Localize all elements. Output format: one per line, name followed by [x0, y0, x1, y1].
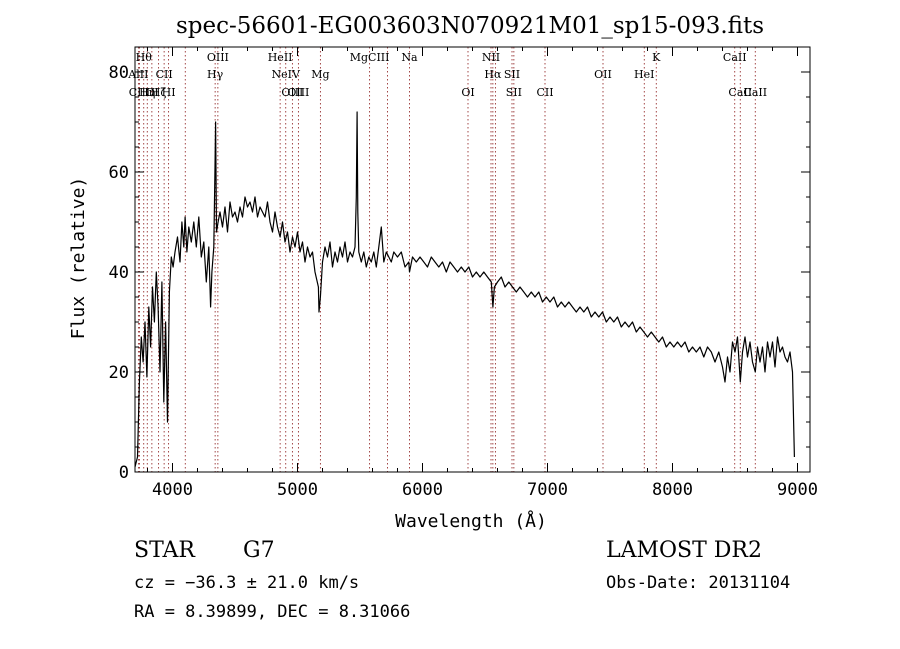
y-tick-label: 20 — [109, 363, 129, 383]
spectral-line-label: CaII — [723, 51, 747, 64]
spectral-line-label: HeI — [634, 68, 654, 81]
spectral-line-label: OI — [145, 86, 158, 99]
y-tick-label: 60 — [109, 163, 129, 183]
spectral-line-label: Hζ — [151, 86, 167, 99]
x-tick-label: 7000 — [527, 480, 568, 500]
y-axis-ticks: 0 20 40 60 80 — [109, 46, 810, 483]
spectral-line-label: OIII — [287, 86, 309, 99]
spectral-line-label: OIII — [207, 51, 229, 64]
spectral-line-guides — [137, 47, 756, 472]
spectral-line-label: NeIV — [272, 68, 301, 81]
x-tick-label: 5000 — [277, 480, 318, 500]
x-tick-label: 8000 — [652, 480, 693, 500]
y-axis-label: Flux (relative) — [68, 177, 89, 340]
chart-title: spec-56601-EG003603N070921M01_sp15-093.f… — [176, 13, 764, 39]
spectral-line-label: Hθ — [136, 51, 153, 64]
spectral-line-label: HeII — [268, 51, 293, 64]
y-tick-label: 80 — [109, 63, 129, 83]
object-class: STAR — [134, 538, 195, 563]
spectral-line-label: NII — [482, 51, 500, 64]
spectral-line-label: OIII — [281, 86, 303, 99]
ra-dec: RA = 8.39899, DEC = 8.31066 — [134, 602, 411, 622]
spectral-line-label: AlII — [127, 68, 148, 81]
x-axis-ticks: 4000 5000 6000 7000 8000 9000 — [147, 47, 818, 500]
spectral-line-label: Hα — [484, 68, 502, 81]
obs-date: Obs-Date: 20131104 — [606, 573, 791, 593]
x-tick-label: 9000 — [777, 480, 818, 500]
spectral-line-label: K — [652, 51, 661, 64]
spectral-line-label: SII — [504, 68, 520, 81]
spectral-line-label: CII — [536, 86, 553, 99]
plot-frame — [134, 46, 811, 473]
spectral-line-label: OII — [594, 68, 612, 81]
spectrum-line — [134, 111, 795, 468]
spectral-line-label: Na — [401, 51, 418, 64]
x-tick-label: 4000 — [152, 480, 193, 500]
spectral-line-label: MgCIII — [350, 51, 390, 64]
spectral-line-label: CIII — [129, 86, 150, 99]
spectral-line-label: CaII — [743, 86, 767, 99]
survey-name: LAMOST DR2 — [606, 538, 762, 563]
spectral-line-label: CaII — [728, 86, 752, 99]
object-subclass: G7 — [243, 538, 275, 563]
spectral-line-label: OI — [461, 86, 474, 99]
spectral-line-label: Mg — [311, 68, 329, 81]
spectral-line-label: CII — [156, 68, 173, 81]
spectral-line-label: SII — [506, 86, 522, 99]
spectral-line-label: Hη — [139, 86, 155, 99]
x-axis-label: Wavelength (Å) — [395, 510, 547, 532]
spectral-line-label: HI — [162, 86, 176, 99]
y-tick-label: 40 — [109, 263, 129, 283]
spectral-line-label: Hγ — [207, 68, 224, 81]
x-tick-label: 6000 — [402, 480, 443, 500]
redshift-cz: cz = −36.3 ± 21.0 km/s — [134, 573, 360, 593]
y-tick-label: 0 — [119, 463, 129, 483]
